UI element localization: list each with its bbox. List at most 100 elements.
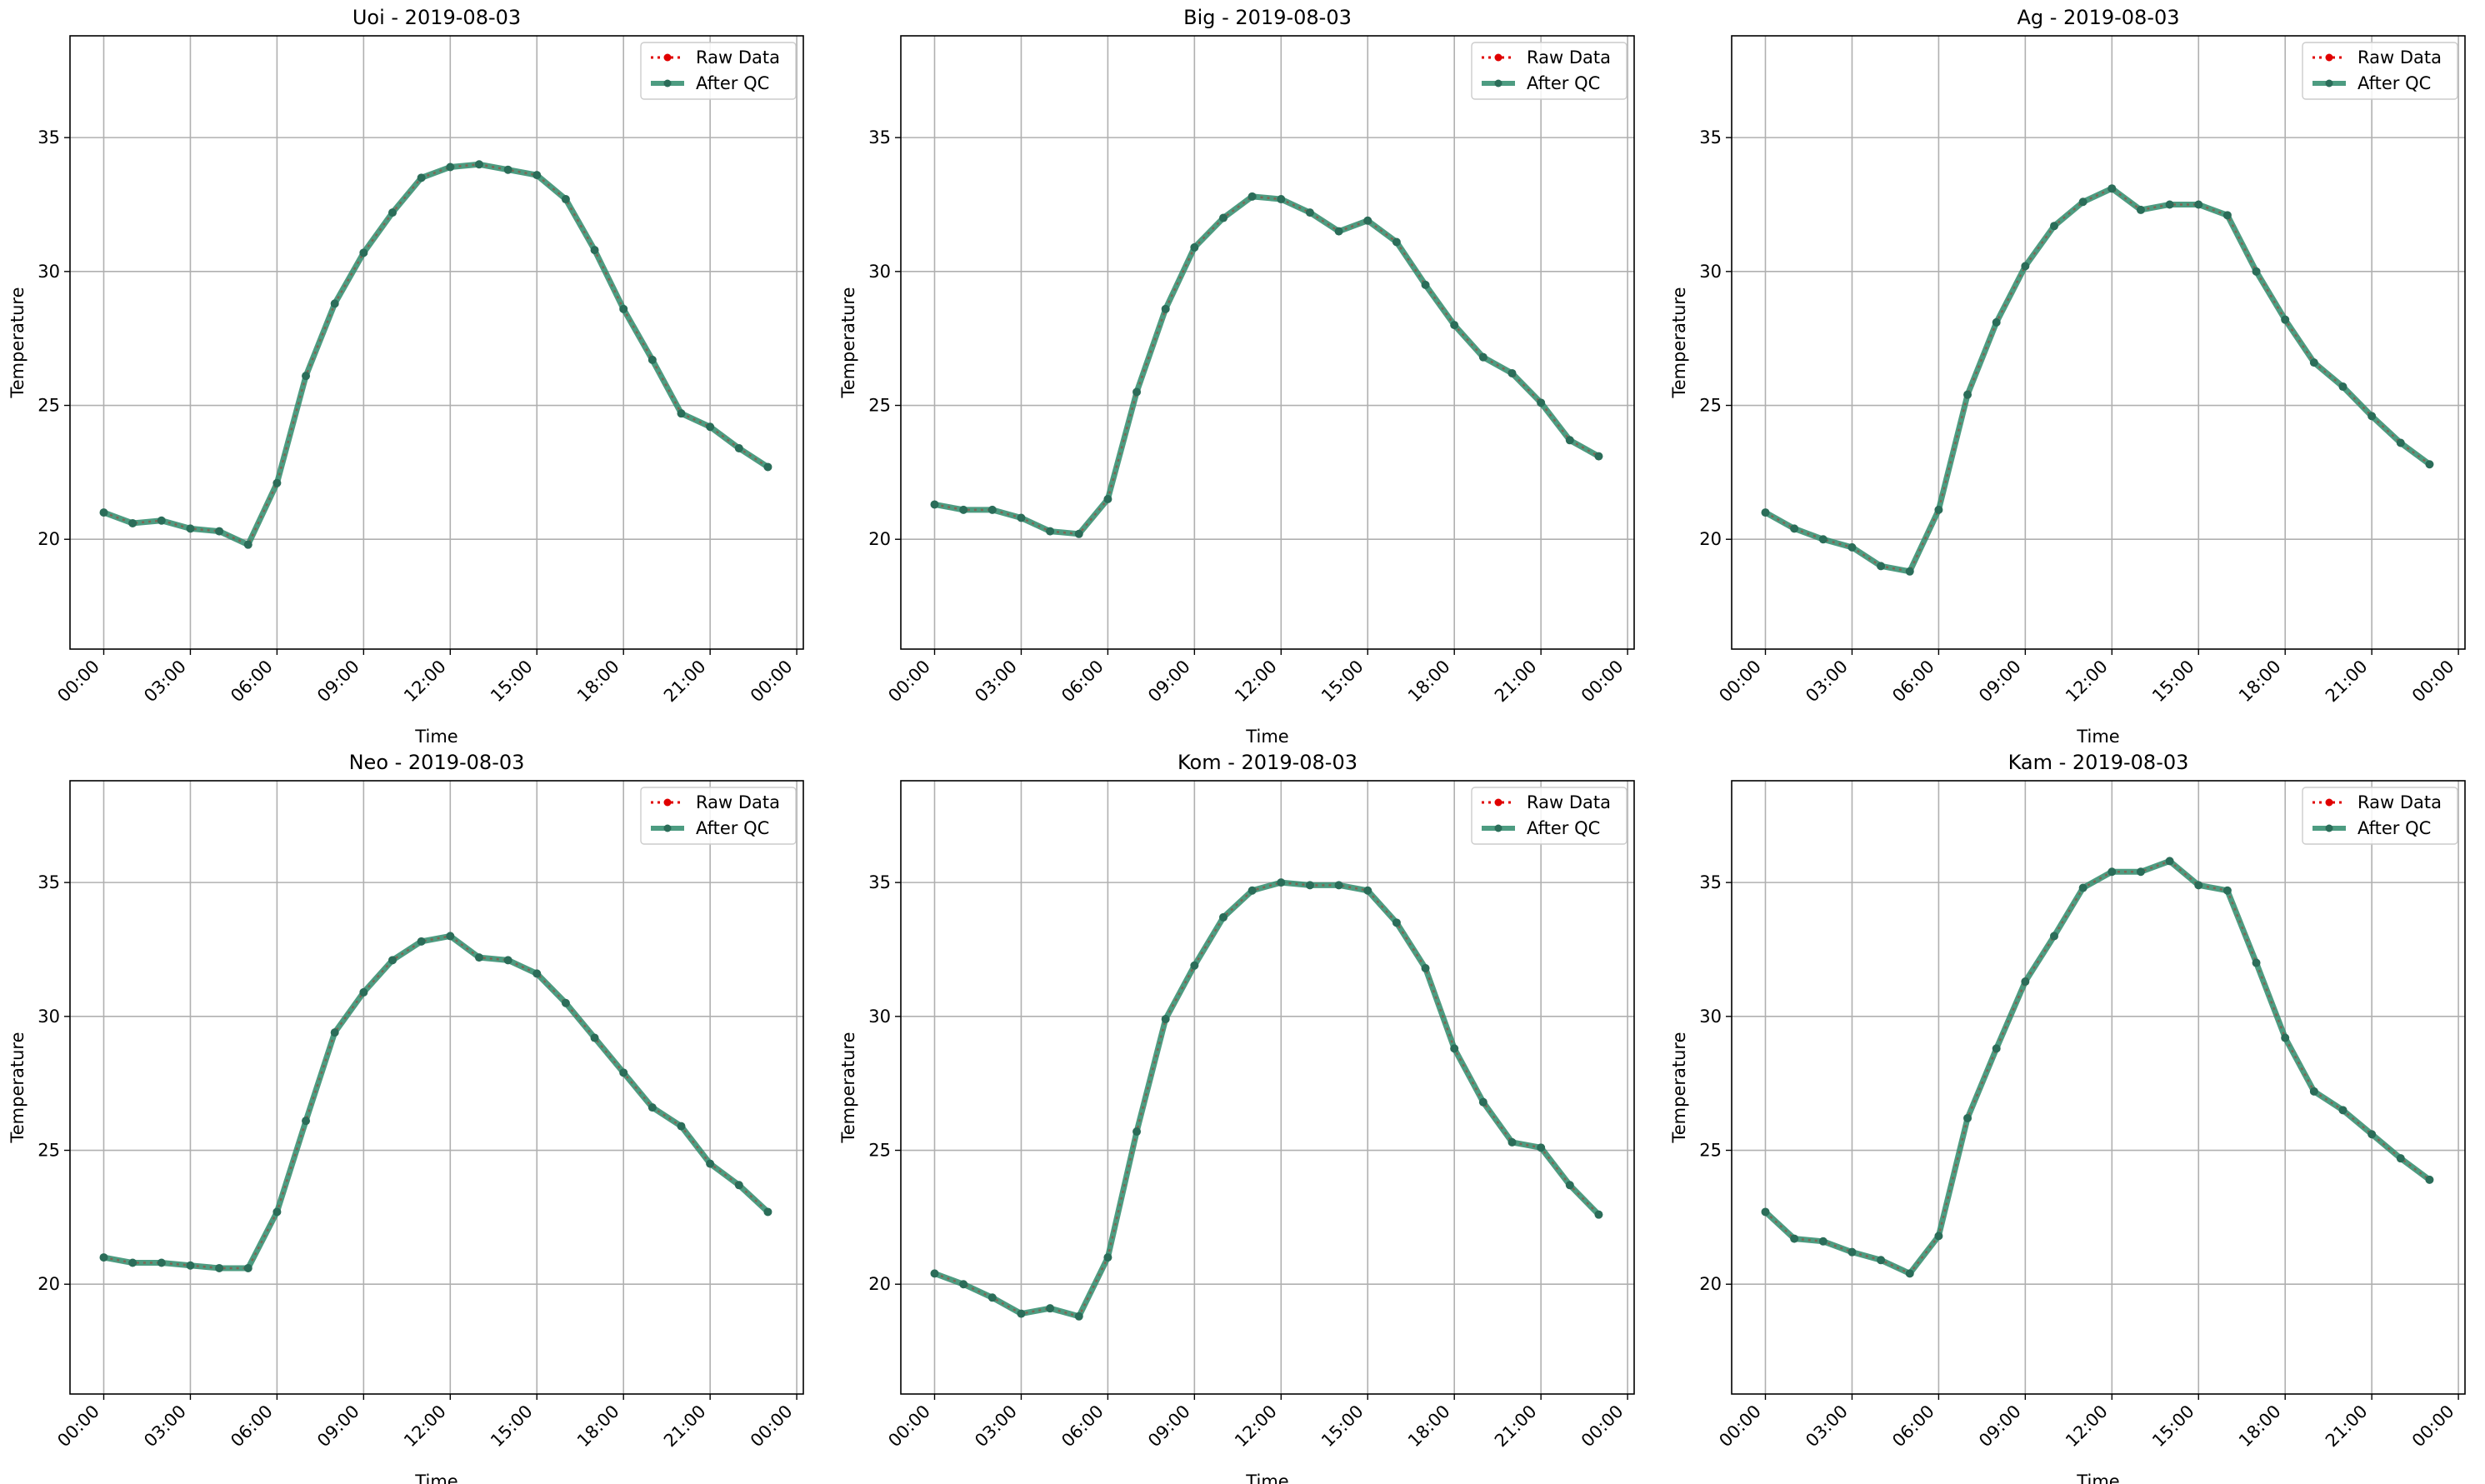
data-point [2194,200,2203,209]
y-tick-label: 20 [868,529,891,549]
x-tick-label: 09:00 [1144,1402,1194,1452]
data-point [359,248,368,257]
axes-frame [900,780,1635,1395]
y-axis-label: Temperature [838,1032,858,1143]
data-point [1190,961,1199,970]
data-point [677,1122,686,1131]
data-point [561,195,570,204]
data-point [1363,216,1372,225]
data-point [532,969,542,978]
axes-frame [1731,780,2466,1395]
data-point [959,1280,968,1289]
data-point [1537,1143,1546,1152]
y-tick-label: 30 [38,262,60,282]
data-point [1565,436,1574,445]
data-point [1392,918,1401,927]
data-point [1790,524,1799,533]
data-point [2194,881,2203,890]
y-axis-label: Temperature [8,287,28,398]
y-tick-label: 35 [1699,127,1722,147]
x-tick-label: 09:00 [1975,1402,2025,1452]
axes-frame [69,35,804,650]
y-tick-label: 20 [1699,1274,1722,1294]
data-point [503,165,512,174]
data-point [763,462,772,472]
data-point [2108,184,2117,193]
x-tick-label: 21:00 [2322,1402,2372,1452]
data-point [2136,205,2145,214]
subplot-4: 00:00 03:00 06:00 09:00 12:00 15:00 18:00 21:00… [8,751,804,1484]
axes-frame [900,35,1635,650]
data-point [1478,352,1488,362]
x-tick-label: 18:00 [1404,1402,1454,1452]
data-point [1761,508,1770,517]
subplot-2: 00:00 03:00 06:00 09:00 12:00 15:00 18:00 21:00… [838,6,1635,747]
data-point [1248,886,1257,895]
data-point [2050,932,2058,941]
legend-label: Raw Data [696,47,780,67]
data-point [1934,1232,1943,1241]
data-point [2252,267,2261,276]
x-tick-label: 18:00 [2235,1402,2285,1452]
data-point [1877,562,1886,571]
y-tick-label: 20 [38,529,60,549]
x-tick-label: 09:00 [1144,657,1194,707]
x-tick-label: 06:00 [1058,657,1108,707]
legend: Raw Data After QC [1471,787,1628,845]
data-point [763,1207,772,1217]
axes-frame [69,780,804,1395]
y-tick-label: 25 [1699,396,1722,416]
x-tick-label: 09:00 [1975,657,2025,707]
data-point [272,1207,282,1217]
y-tick-label: 25 [38,396,60,416]
x-tick-label: 03:00 [971,657,1021,707]
y-tick-label: 35 [38,872,60,892]
data-point [446,162,455,172]
x-tick-label: 12:00 [1231,1402,1281,1452]
data-point [1421,963,1430,972]
data-point [1392,237,1401,247]
data-point [590,246,599,255]
y-tick-label: 30 [868,262,891,282]
data-point [988,1293,997,1302]
x-tick-label: 00:00 [53,657,103,707]
legend-marker-raw-data [663,798,672,807]
legend-label: Raw Data [2358,47,2442,67]
subplot-3: 00:00 03:00 06:00 09:00 12:00 15:00 18:00 21:00… [1669,6,2466,747]
data-point [1074,1312,1083,1321]
series-line-raw-data [103,163,769,547]
x-tick-label: 00:00 [884,1402,934,1452]
x-tick-label: 00:00 [884,657,934,707]
legend-label: After QC [2358,818,2431,838]
data-point [1963,1113,1972,1122]
data-point [1818,1237,1828,1246]
legend-marker-after-qc [1494,824,1502,832]
data-point [734,1181,743,1190]
legend-marker-raw-data [2325,53,2333,62]
x-tick-label: 12:00 [400,1402,450,1452]
data-point [1132,387,1142,397]
data-point [1219,213,1228,222]
data-point [2368,412,2377,421]
x-tick-label: 03:00 [1802,657,1852,707]
data-point [1848,1247,1857,1257]
data-point [2252,958,2261,967]
data-point [128,518,138,527]
data-point [2165,200,2174,209]
data-point [1305,208,1314,217]
y-tick-label: 35 [1699,872,1722,892]
data-point [2021,977,2030,987]
data-point [706,422,715,432]
legend-marker-raw-data [1494,798,1502,807]
data-point [2050,222,2058,231]
data-point [330,1028,339,1037]
x-tick-label: 09:00 [313,657,363,707]
x-axis-label: Time [414,1472,458,1484]
x-tick-label: 21:00 [1491,657,1541,707]
x-tick-label: 18:00 [573,1402,623,1452]
x-tick-label: 15:00 [1318,657,1368,707]
legend: Raw Data After QC [2302,787,2458,845]
data-point [359,987,368,997]
data-point [1421,280,1430,289]
